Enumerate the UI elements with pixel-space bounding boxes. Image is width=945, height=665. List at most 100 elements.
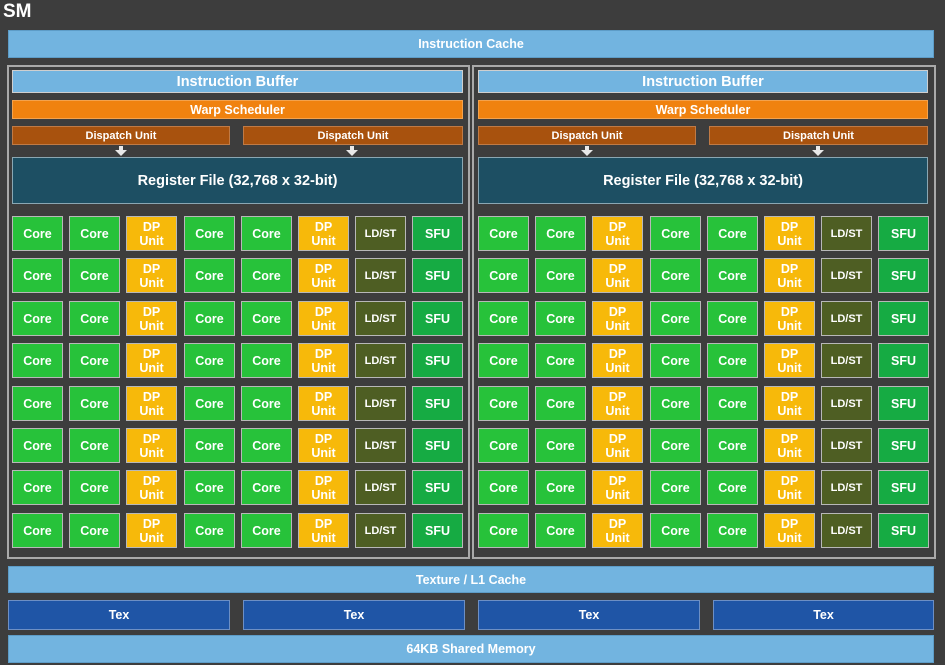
dp-unit-label-line2: Unit xyxy=(777,530,802,545)
ldst-unit: LD/ST xyxy=(355,513,406,548)
ldst-unit: LD/ST xyxy=(821,513,872,548)
dp-unit-label-line1: DP xyxy=(314,261,333,276)
dp-unit: DP Unit xyxy=(592,343,643,378)
dp-unit: DP Unit xyxy=(126,258,177,293)
dp-unit-label-line1: DP xyxy=(608,346,627,361)
dp-unit: DP Unit xyxy=(764,513,815,548)
ldst-unit: LD/ST xyxy=(821,258,872,293)
dispatch-unit-left-1: Dispatch Unit xyxy=(12,126,230,145)
dp-unit: DP Unit xyxy=(764,343,815,378)
dp-unit: DP Unit xyxy=(764,386,815,421)
ldst-unit: LD/ST xyxy=(821,428,872,463)
core-unit: Core xyxy=(478,428,529,463)
core-unit: Core xyxy=(707,386,758,421)
sfu-unit: SFU xyxy=(878,386,929,421)
core-unit: Core xyxy=(478,470,529,505)
dp-unit-label-line2: Unit xyxy=(139,530,164,545)
instruction-cache: Instruction Cache xyxy=(8,30,934,58)
ldst-unit: LD/ST xyxy=(355,470,406,505)
dp-unit: DP Unit xyxy=(298,258,349,293)
instruction-buffer-left: Instruction Buffer xyxy=(12,70,463,93)
dp-unit-label-line1: DP xyxy=(780,219,799,234)
dp-unit-label-line1: DP xyxy=(780,516,799,531)
dp-unit-label-line1: DP xyxy=(314,389,333,404)
instruction-buffer-right: Instruction Buffer xyxy=(478,70,928,93)
sfu-unit: SFU xyxy=(412,470,463,505)
dp-unit: DP Unit xyxy=(592,386,643,421)
unit-grid-left: Core Core DP Unit Core Core DP Unit LD/ST SFU Core… xyxy=(12,216,464,552)
core-unit: Core xyxy=(12,343,63,378)
dp-unit-label-line1: DP xyxy=(314,473,333,488)
core-unit: Core xyxy=(650,513,701,548)
dp-unit: DP Unit xyxy=(126,216,177,251)
core-unit: Core xyxy=(478,343,529,378)
sfu-unit: SFU xyxy=(412,301,463,336)
dispatch-arrow xyxy=(812,146,824,156)
dp-unit-label-line1: DP xyxy=(142,219,161,234)
dp-unit-label-line2: Unit xyxy=(605,360,630,375)
core-unit: Core xyxy=(241,513,292,548)
core-unit: Core xyxy=(478,301,529,336)
ldst-unit: LD/ST xyxy=(821,216,872,251)
core-unit: Core xyxy=(241,258,292,293)
dp-unit-label-line1: DP xyxy=(608,219,627,234)
dp-unit: DP Unit xyxy=(298,216,349,251)
dp-unit: DP Unit xyxy=(592,470,643,505)
dp-unit-label-line1: DP xyxy=(780,473,799,488)
sfu-unit: SFU xyxy=(412,216,463,251)
dp-unit-label-line2: Unit xyxy=(311,318,336,333)
ldst-unit: LD/ST xyxy=(355,343,406,378)
core-unit: Core xyxy=(12,513,63,548)
dp-unit-label-line1: DP xyxy=(780,389,799,404)
ldst-unit: LD/ST xyxy=(355,428,406,463)
dp-unit-label-line2: Unit xyxy=(777,275,802,290)
sfu-unit: SFU xyxy=(412,386,463,421)
sfu-unit: SFU xyxy=(412,258,463,293)
partition-right xyxy=(472,65,936,559)
core-unit: Core xyxy=(241,386,292,421)
core-unit: Core xyxy=(535,216,586,251)
dp-unit: DP Unit xyxy=(298,428,349,463)
core-unit: Core xyxy=(184,301,235,336)
dp-unit-label-line1: DP xyxy=(780,304,799,319)
core-unit: Core xyxy=(69,428,120,463)
dp-unit: DP Unit xyxy=(126,386,177,421)
core-unit: Core xyxy=(707,428,758,463)
core-unit: Core xyxy=(535,386,586,421)
core-unit: Core xyxy=(184,513,235,548)
ldst-unit: LD/ST xyxy=(355,258,406,293)
dp-unit-label-line2: Unit xyxy=(777,360,802,375)
core-unit: Core xyxy=(12,216,63,251)
core-unit: Core xyxy=(650,386,701,421)
core-unit: Core xyxy=(69,386,120,421)
core-unit: Core xyxy=(12,258,63,293)
core-unit: Core xyxy=(184,258,235,293)
core-unit: Core xyxy=(241,216,292,251)
tex-unit-1: Tex xyxy=(8,600,230,630)
core-unit: Core xyxy=(12,386,63,421)
core-unit: Core xyxy=(184,470,235,505)
tex-unit-4: Tex xyxy=(713,600,934,630)
dp-unit-label-line2: Unit xyxy=(139,318,164,333)
core-unit: Core xyxy=(650,428,701,463)
core-unit: Core xyxy=(650,258,701,293)
dp-unit-label-line2: Unit xyxy=(139,275,164,290)
dp-unit-label-line2: Unit xyxy=(605,275,630,290)
sfu-unit: SFU xyxy=(878,301,929,336)
dp-unit-label-line2: Unit xyxy=(777,487,802,502)
dp-unit-label-line1: DP xyxy=(608,261,627,276)
dp-unit-label-line2: Unit xyxy=(311,275,336,290)
core-unit: Core xyxy=(69,343,120,378)
dp-unit-label-line1: DP xyxy=(314,219,333,234)
dp-unit: DP Unit xyxy=(592,258,643,293)
sfu-unit: SFU xyxy=(878,513,929,548)
dp-unit-label-line2: Unit xyxy=(605,487,630,502)
warp-scheduler-left: Warp Scheduler xyxy=(12,100,463,119)
dp-unit-label-line1: DP xyxy=(142,304,161,319)
dispatch-unit-right-1: Dispatch Unit xyxy=(478,126,696,145)
core-unit: Core xyxy=(478,513,529,548)
dp-unit: DP Unit xyxy=(592,216,643,251)
core-unit: Core xyxy=(650,216,701,251)
core-unit: Core xyxy=(12,301,63,336)
core-unit: Core xyxy=(69,301,120,336)
